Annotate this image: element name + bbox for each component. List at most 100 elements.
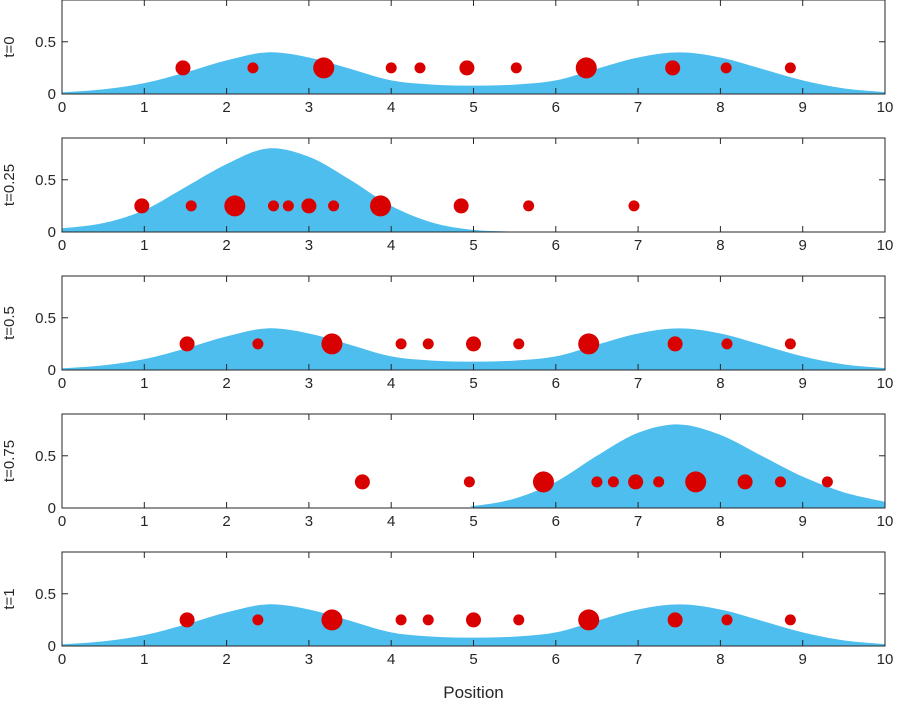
particle-marker bbox=[575, 57, 597, 79]
y-tick-label: 0.5 bbox=[35, 448, 56, 465]
x-tick-label: 2 bbox=[222, 375, 230, 392]
x-tick-label: 0 bbox=[58, 99, 66, 116]
x-tick-label: 4 bbox=[387, 237, 395, 254]
subplot-5: 0 1 2 3 4 5 6 7 8 9 10 0 0.5 t=1 bbox=[1, 551, 894, 668]
particle-marker bbox=[821, 476, 833, 488]
x-tick-label: 9 bbox=[799, 513, 807, 530]
y-tick-label: 0 bbox=[48, 638, 56, 655]
particle-marker bbox=[513, 614, 525, 626]
particle-marker bbox=[466, 612, 481, 628]
y-tick-label: 0.5 bbox=[35, 172, 56, 189]
x-tick-label: 0 bbox=[58, 237, 66, 254]
particle-marker bbox=[784, 338, 796, 350]
x-tick-label: 4 bbox=[387, 99, 395, 116]
y-tick-label: 0.5 bbox=[35, 586, 56, 603]
x-tick-label: 5 bbox=[469, 513, 477, 530]
particle-marker bbox=[591, 476, 603, 488]
x-tick-label: 2 bbox=[222, 99, 230, 116]
particle-marker bbox=[513, 338, 525, 350]
particle-marker bbox=[179, 336, 195, 352]
particle-marker bbox=[784, 614, 796, 626]
x-tick-label: 8 bbox=[716, 99, 724, 116]
y-tick-label: 0 bbox=[48, 500, 56, 517]
particle-marker bbox=[370, 195, 391, 217]
x-tick-label: 10 bbox=[877, 99, 894, 116]
subplot-1: 0 1 2 3 4 5 6 7 8 9 10 0 0.5 t=0 bbox=[1, 0, 893, 116]
particle-marker bbox=[252, 338, 264, 350]
y-tick-label: 0.5 bbox=[35, 310, 56, 327]
x-tick-label: 4 bbox=[387, 651, 395, 668]
particle-marker bbox=[414, 62, 426, 74]
particle-marker bbox=[628, 474, 644, 490]
x-tick-label: 7 bbox=[634, 651, 642, 668]
particle-marker bbox=[453, 198, 469, 214]
particle-marker bbox=[252, 614, 264, 626]
x-tick-label: 7 bbox=[634, 375, 642, 392]
particle-marker bbox=[721, 338, 733, 350]
y-axis-label: t=0 bbox=[1, 36, 18, 57]
x-tick-label: 2 bbox=[222, 513, 230, 530]
subplot-4: 0 1 2 3 4 5 6 7 8 9 10 0 0.5 t=0.75 bbox=[1, 413, 894, 530]
x-tick-label: 6 bbox=[552, 237, 560, 254]
particle-marker bbox=[532, 471, 554, 493]
particle-marker bbox=[179, 612, 195, 628]
x-tick-label: 8 bbox=[716, 651, 724, 668]
x-tick-label: 6 bbox=[552, 99, 560, 116]
particle-marker bbox=[466, 336, 481, 352]
particle-marker bbox=[268, 200, 280, 212]
particle-marker bbox=[459, 60, 475, 76]
particle-marker bbox=[628, 200, 640, 212]
x-tick-label: 9 bbox=[799, 651, 807, 668]
x-tick-label: 0 bbox=[58, 375, 66, 392]
x-tick-label: 1 bbox=[140, 237, 148, 254]
particle-marker bbox=[395, 614, 407, 626]
particle-marker bbox=[282, 200, 294, 212]
x-tick-label: 8 bbox=[716, 513, 724, 530]
x-tick-label: 6 bbox=[552, 513, 560, 530]
subplot-3: 0 1 2 3 4 5 6 7 8 9 10 0 0.5 t=0.5 bbox=[1, 275, 893, 392]
density-area bbox=[62, 148, 885, 232]
y-axis-label: t=0.75 bbox=[1, 440, 18, 482]
particle-marker bbox=[665, 60, 681, 76]
x-tick-label: 3 bbox=[305, 99, 313, 116]
x-tick-label: 9 bbox=[799, 99, 807, 116]
x-tick-label: 6 bbox=[552, 375, 560, 392]
particle-marker bbox=[328, 200, 340, 212]
density-area bbox=[62, 52, 885, 94]
particle-marker bbox=[510, 62, 522, 74]
particle-marker bbox=[301, 198, 317, 214]
particle-marker bbox=[422, 338, 434, 350]
x-tick-label: 5 bbox=[469, 237, 477, 254]
subplot-2: 0 1 2 3 4 5 6 7 8 9 10 0 0.5 t=0.25 bbox=[1, 137, 893, 254]
x-tick-label: 7 bbox=[634, 237, 642, 254]
x-tick-label: 1 bbox=[140, 99, 148, 116]
x-tick-label: 0 bbox=[58, 651, 66, 668]
particle-marker bbox=[720, 62, 732, 74]
y-tick-label: 0.5 bbox=[35, 34, 56, 51]
particle-marker bbox=[667, 612, 683, 628]
particle-marker bbox=[667, 336, 683, 352]
particle-marker bbox=[578, 609, 600, 631]
y-tick-label: 0 bbox=[48, 224, 56, 241]
x-tick-label: 10 bbox=[877, 651, 894, 668]
particle-marker bbox=[737, 474, 753, 490]
x-tick-label: 1 bbox=[140, 651, 148, 668]
x-tick-label: 10 bbox=[877, 513, 894, 530]
x-tick-label: 7 bbox=[634, 513, 642, 530]
x-tick-label: 8 bbox=[716, 375, 724, 392]
particle-marker bbox=[653, 476, 665, 488]
particle-marker bbox=[721, 614, 733, 626]
particle-marker bbox=[685, 471, 707, 493]
particle-marker bbox=[784, 62, 796, 74]
particle-marker bbox=[134, 198, 150, 214]
x-tick-label: 4 bbox=[387, 513, 395, 530]
x-tick-label: 9 bbox=[799, 237, 807, 254]
particle-marker bbox=[385, 62, 397, 74]
x-tick-label: 2 bbox=[222, 651, 230, 668]
x-tick-label: 3 bbox=[305, 513, 313, 530]
particle-marker bbox=[224, 195, 246, 217]
x-tick-label: 0 bbox=[58, 513, 66, 530]
particle-marker bbox=[523, 200, 535, 212]
x-tick-label: 5 bbox=[469, 375, 477, 392]
particle-marker bbox=[578, 333, 600, 355]
